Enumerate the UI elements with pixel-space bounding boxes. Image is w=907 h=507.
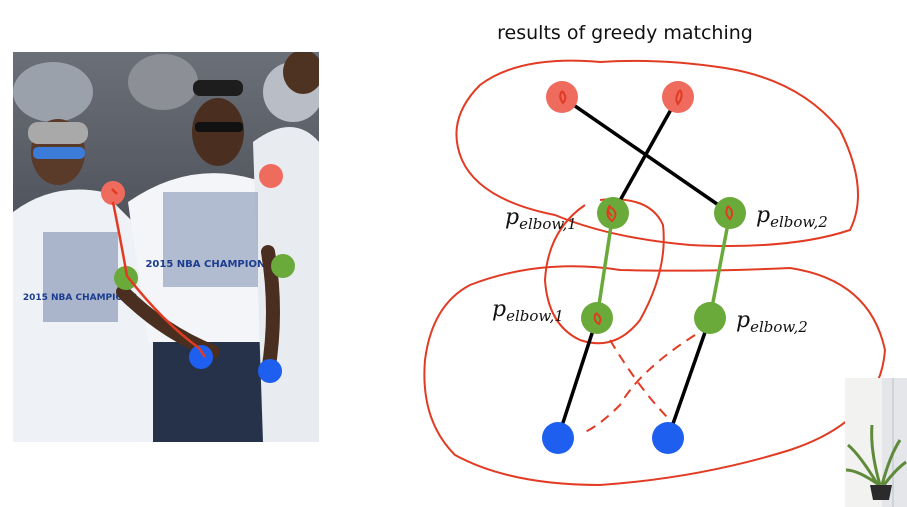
label-upper-elbow-1: pelbow,1 xyxy=(505,205,577,233)
diagram-title: results of greedy matching xyxy=(497,22,753,44)
label-lower-elbow-1: pelbow,1 xyxy=(492,297,564,325)
elbow-keypoint-lower-1 xyxy=(581,302,613,334)
photo-wrist-left xyxy=(189,345,213,369)
elbow-match-link-1 xyxy=(595,212,615,319)
photo-shoulder-right xyxy=(259,164,283,188)
photo-shoulder-left xyxy=(101,181,125,205)
dashed-cross-annotation-1 xyxy=(609,339,671,421)
scribble-mark xyxy=(559,90,567,105)
scribble-mark xyxy=(606,204,617,223)
shoulder-keypoint-2 xyxy=(662,81,694,113)
elbow-to-wrist-edge-2 xyxy=(666,317,712,439)
shoulder-to-elbow-edge-2 xyxy=(611,96,680,214)
photo-elbow-right xyxy=(271,254,295,278)
photo-wrist-right xyxy=(258,359,282,383)
elbow-match-link-2 xyxy=(708,212,732,319)
shirt-text-center: 2015 NBA CHAMPIONS xyxy=(145,259,272,270)
label-lower-elbow-2: pelbow,2 xyxy=(736,308,808,336)
shirt-text-left: 2015 NBA CHAMPIONS xyxy=(23,293,137,303)
photo-annotation-stroke xyxy=(111,188,207,358)
upper-loop-annotation xyxy=(455,59,859,247)
scribble-mark xyxy=(675,89,683,106)
label-upper-elbow-2: pelbow,2 xyxy=(756,203,828,231)
elbow-keypoint-lower-2 xyxy=(694,302,726,334)
wrist-keypoint-2 xyxy=(652,422,684,454)
elbow-keypoint-upper-1 xyxy=(597,197,629,229)
wrist-keypoint-1 xyxy=(542,422,574,454)
elbow-keypoint-upper-2 xyxy=(714,197,746,229)
scribble-mark xyxy=(725,205,734,221)
plant-thumbnail xyxy=(845,378,907,507)
players-photo: 2015 NBA CHAMPIONS 2015 NBA CHAMPIONS xyxy=(13,52,319,442)
scribble-mark xyxy=(593,312,602,326)
elbow-to-wrist-edge-1 xyxy=(556,317,599,439)
shoulder-keypoint-1 xyxy=(546,81,578,113)
lower-loop-annotation xyxy=(423,265,887,487)
